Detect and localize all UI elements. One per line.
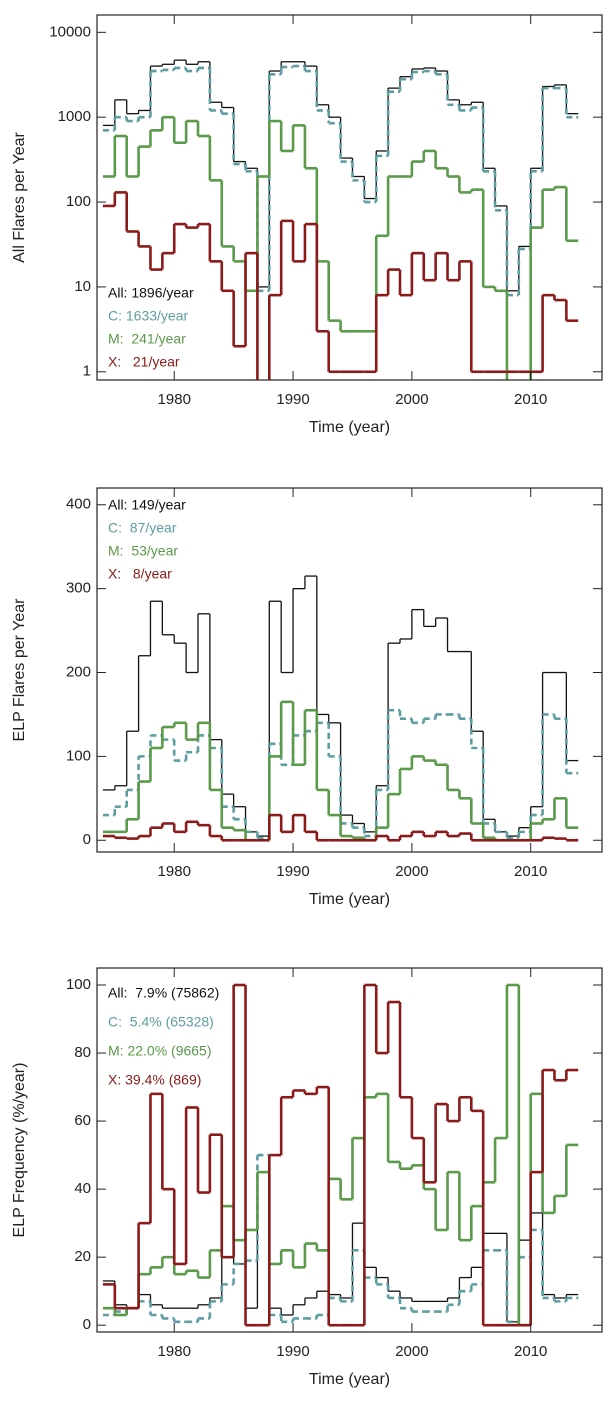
y-tick-label: 0: [83, 831, 91, 848]
y-tick-label: 400: [66, 496, 91, 513]
x-tick-label: 1990: [276, 1343, 309, 1360]
x-tick-label: 1980: [158, 863, 191, 880]
legend-entry: M: 53/year: [108, 543, 178, 559]
legend-entry: M: 241/year: [108, 331, 186, 347]
x-tick-label: 2000: [395, 863, 428, 880]
legend-entry: All: 7.9% (75862): [108, 985, 219, 1001]
x-tick-label: 1980: [158, 391, 191, 408]
y-tick-label: 1000: [58, 108, 91, 125]
legend-entry: X: 8/year: [108, 566, 172, 582]
legend-entry: C: 5.4% (65328): [108, 1014, 214, 1030]
legend-entry: X: 21/year: [108, 354, 180, 370]
legend-entry: All: 149/year: [108, 497, 186, 513]
y-axis-label: All Flares per Year: [11, 131, 28, 262]
x-tick-label: 2000: [395, 1343, 428, 1360]
plot-area: [102, 575, 579, 842]
legend-entry: C: 87/year: [108, 520, 177, 536]
y-tick-label: 10000: [49, 23, 91, 40]
axes-frame: [96, 487, 603, 853]
x-tick-label: 2010: [514, 391, 547, 408]
axes-frame: [96, 14, 603, 381]
x-axis-label: Time (year): [309, 1371, 390, 1388]
x-tick-label: 2000: [395, 391, 428, 408]
y-tick-label: 100: [66, 193, 91, 210]
x-axis-label: Time (year): [309, 419, 390, 436]
y-tick-label: 100: [66, 976, 91, 993]
x-tick-label: 2010: [514, 1343, 547, 1360]
plot-area: [102, 983, 579, 1327]
y-tick-label: 20: [74, 1248, 91, 1265]
y-axis-label: ELP Flares per Year: [11, 598, 28, 742]
x-tick-label: 1980: [158, 1343, 191, 1360]
x-tick-label: 1990: [276, 391, 309, 408]
legend-entry: X: 39.4% (869): [108, 1072, 201, 1088]
x-tick-label: 2010: [514, 863, 547, 880]
y-tick-label: 40: [74, 1180, 91, 1197]
plot-area: [102, 59, 579, 380]
y-axis-label: ELP Frequency (%/year): [11, 1063, 28, 1238]
legend-entry: C: 1633/year: [108, 308, 188, 324]
y-tick-label: 200: [66, 663, 91, 680]
y-tick-label: 60: [74, 1112, 91, 1129]
axes-frame: [96, 967, 603, 1333]
y-tick-label: 0: [83, 1316, 91, 1333]
y-tick-label: 1: [83, 363, 91, 380]
y-tick-label: 80: [74, 1044, 91, 1061]
y-tick-label: 300: [66, 580, 91, 597]
x-tick-label: 1990: [276, 863, 309, 880]
y-tick-label: 10: [74, 278, 91, 295]
legend-entry: All: 1896/year: [108, 285, 194, 301]
x-axis-label: Time (year): [309, 891, 390, 908]
y-tick-label: 100: [66, 747, 91, 764]
legend-entry: M: 22.0% (9665): [108, 1043, 212, 1059]
